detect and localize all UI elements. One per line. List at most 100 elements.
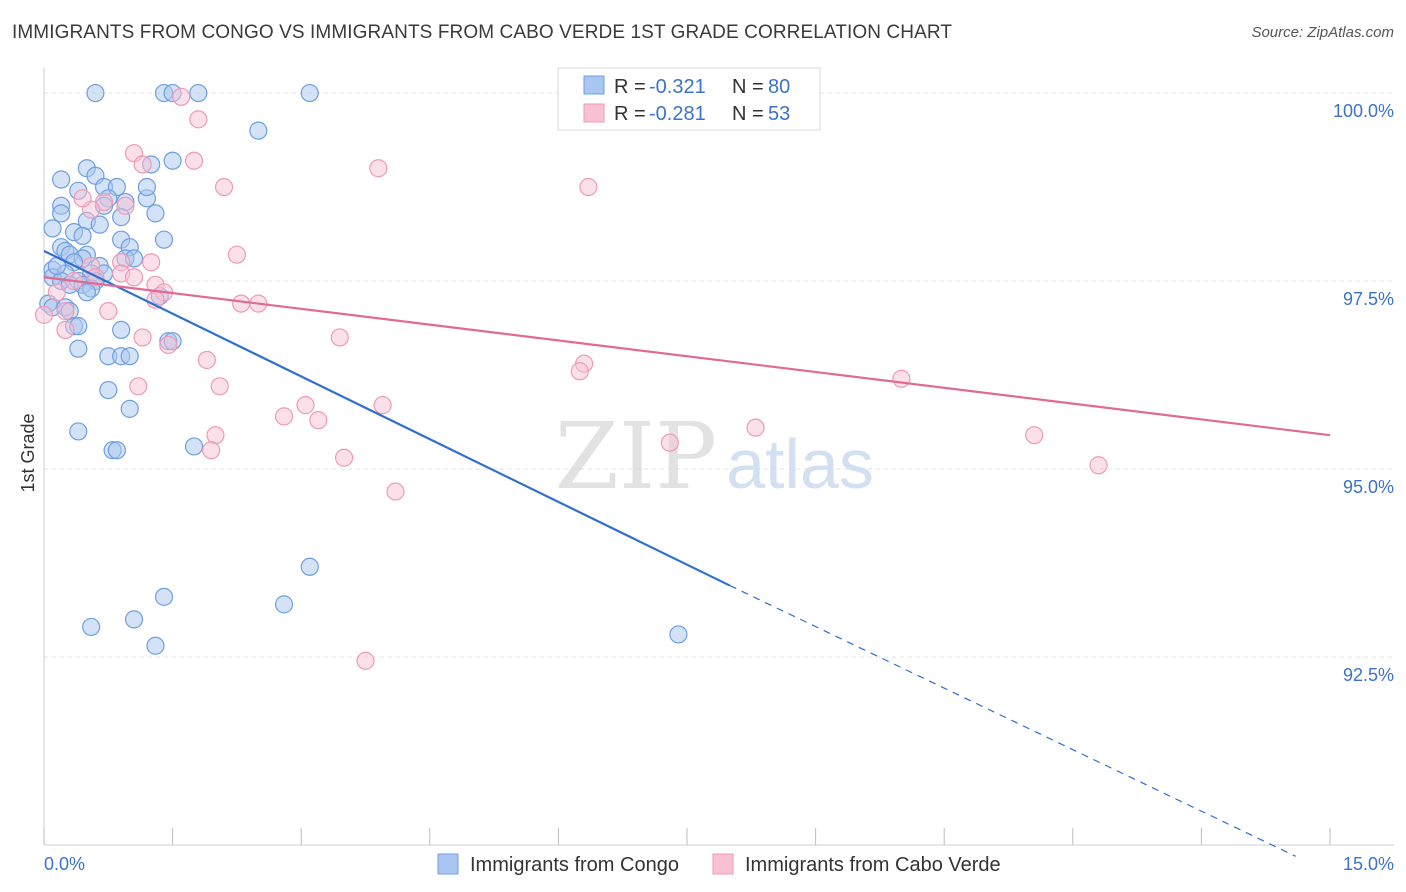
point-caboverde bbox=[129, 377, 148, 396]
x-tick-label-min: 0.0% bbox=[44, 854, 85, 874]
stats-r-value-congo: -0.321 bbox=[649, 76, 706, 98]
stats-legend-swatch-caboverde bbox=[583, 103, 605, 123]
point-caboverde bbox=[579, 177, 598, 197]
point-caboverde bbox=[99, 302, 118, 321]
point-caboverde bbox=[334, 448, 354, 467]
point-congo bbox=[120, 347, 139, 366]
point-congo bbox=[669, 625, 688, 644]
stats-n-value-caboverde: 53 bbox=[768, 103, 790, 125]
chart-title: IMMIGRANTS FROM CONGO VS IMMIGRANTS FROM… bbox=[12, 22, 953, 43]
point-congo bbox=[69, 422, 88, 441]
point-congo bbox=[73, 226, 92, 246]
point-caboverde bbox=[892, 369, 911, 388]
point-caboverde bbox=[73, 189, 92, 208]
point-caboverde bbox=[274, 407, 294, 426]
point-congo bbox=[163, 151, 182, 170]
point-caboverde bbox=[133, 328, 152, 347]
point-caboverde bbox=[660, 433, 679, 452]
point-caboverde bbox=[202, 441, 221, 460]
legend-label-congo: Immigrants from Congo bbox=[470, 854, 679, 876]
point-congo bbox=[146, 636, 165, 655]
source-label: Source: ZipAtlas.com bbox=[1251, 24, 1394, 41]
point-caboverde bbox=[133, 155, 152, 174]
point-caboverde bbox=[206, 426, 225, 445]
point-congo bbox=[69, 339, 88, 358]
stats-n-label-congo: N = bbox=[732, 76, 764, 98]
point-caboverde bbox=[47, 283, 66, 302]
point-congo bbox=[146, 204, 165, 223]
point-congo bbox=[43, 219, 62, 238]
point-congo bbox=[274, 595, 294, 614]
stats-legend: R = -0.321 N = 80 R = -0.281 N = 53 bbox=[557, 67, 821, 131]
legend-label-caboverde: Immigrants from Cabo Verde bbox=[745, 854, 1001, 876]
point-caboverde bbox=[197, 350, 216, 370]
point-caboverde bbox=[746, 418, 765, 437]
point-caboverde bbox=[184, 151, 204, 170]
trend-line-caboverde bbox=[43, 276, 1331, 437]
y-tick-labels: 92.5% 95.0% 97.5% 100.0% bbox=[1333, 101, 1394, 685]
trend-line-congo-extension bbox=[729, 585, 1296, 857]
gridlines bbox=[44, 92, 1394, 658]
series-legend: Immigrants from Congo Immigrants from Ca… bbox=[437, 853, 1001, 876]
point-congo bbox=[99, 380, 118, 400]
y-tick-label: 97.5% bbox=[1343, 289, 1394, 309]
point-congo bbox=[249, 121, 268, 140]
point-caboverde bbox=[309, 411, 328, 430]
y-tick-label: 95.0% bbox=[1343, 477, 1394, 497]
point-caboverde bbox=[296, 396, 315, 415]
point-congo bbox=[189, 83, 208, 103]
stats-r-label-caboverde: R = bbox=[614, 103, 646, 125]
point-congo bbox=[154, 230, 174, 249]
stats-n-value-congo: 80 bbox=[768, 76, 790, 98]
stats-r-value-caboverde: -0.281 bbox=[649, 103, 706, 125]
point-congo bbox=[90, 215, 109, 234]
point-congo bbox=[86, 83, 105, 103]
point-caboverde bbox=[227, 245, 246, 264]
point-congo bbox=[154, 587, 174, 606]
point-congo bbox=[52, 204, 71, 223]
point-caboverde bbox=[1089, 456, 1108, 475]
point-congo bbox=[184, 437, 204, 456]
point-congo bbox=[77, 283, 96, 302]
point-congo bbox=[52, 170, 71, 189]
point-caboverde bbox=[210, 377, 229, 396]
point-caboverde bbox=[56, 302, 75, 321]
stats-r-label-congo: R = bbox=[614, 76, 646, 98]
stats-legend-swatch-congo bbox=[583, 75, 605, 95]
point-caboverde bbox=[116, 196, 135, 215]
point-caboverde bbox=[570, 362, 589, 381]
point-caboverde bbox=[189, 110, 208, 129]
point-caboverde bbox=[330, 328, 349, 347]
point-congo bbox=[300, 557, 319, 576]
point-congo bbox=[107, 441, 126, 460]
legend-swatch-congo bbox=[437, 853, 459, 875]
point-caboverde bbox=[142, 253, 161, 272]
data-points bbox=[34, 80, 1108, 670]
y-tick-label: 92.5% bbox=[1343, 665, 1394, 685]
point-congo bbox=[120, 399, 139, 418]
watermark: ZIP atlas bbox=[555, 403, 874, 510]
trend-lines bbox=[43, 249, 1331, 857]
y-tick-label: 100.0% bbox=[1333, 101, 1394, 121]
axes bbox=[43, 68, 1394, 846]
point-caboverde bbox=[369, 159, 388, 178]
point-congo bbox=[137, 177, 156, 197]
point-caboverde bbox=[1025, 426, 1044, 445]
x-tick-label-max: 15.0% bbox=[1343, 854, 1394, 874]
point-congo bbox=[82, 617, 101, 637]
y-axis-label: 1st Grade bbox=[18, 413, 38, 492]
point-caboverde bbox=[373, 396, 392, 415]
legend-swatch-caboverde bbox=[712, 853, 734, 875]
point-congo bbox=[124, 610, 144, 629]
watermark-zip: ZIP bbox=[555, 403, 717, 510]
stats-n-label-caboverde: N = bbox=[732, 103, 764, 125]
point-caboverde bbox=[124, 268, 144, 287]
point-congo bbox=[300, 83, 319, 103]
point-caboverde bbox=[56, 320, 75, 340]
point-caboverde bbox=[386, 482, 405, 501]
point-caboverde bbox=[34, 305, 54, 324]
point-caboverde bbox=[214, 177, 234, 197]
point-caboverde bbox=[232, 294, 251, 313]
watermark-atlas: atlas bbox=[726, 425, 874, 503]
